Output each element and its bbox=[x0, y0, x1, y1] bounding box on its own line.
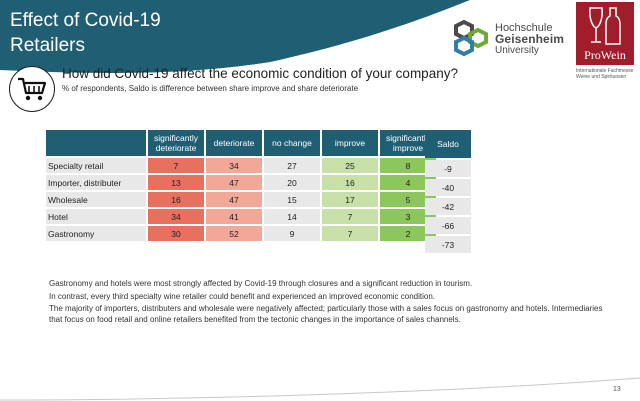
table-cell: 47 bbox=[206, 175, 262, 190]
col-header-significantly-deteriorate: significantly deteriorate bbox=[148, 130, 204, 156]
table-cell: 20 bbox=[264, 175, 320, 190]
saldo-cell: -66 bbox=[425, 217, 471, 234]
saldo-row: -42 bbox=[425, 198, 471, 215]
saldo-cell: -40 bbox=[425, 179, 471, 196]
table-cell: 41 bbox=[206, 209, 262, 224]
results-table: significantly deteriorate deteriorate no… bbox=[44, 128, 438, 243]
table-cell: 30 bbox=[148, 226, 204, 241]
table-cell: 13 bbox=[148, 175, 204, 190]
table-row: Gastronomy 30 52 9 7 2 bbox=[46, 226, 436, 241]
col-header-no-change: no change bbox=[264, 130, 320, 156]
table-cell: 16 bbox=[148, 192, 204, 207]
table-row: Wholesale 16 47 15 17 5 bbox=[46, 192, 436, 207]
summary-paragraph-2: In contrast, every third specialty wine … bbox=[49, 291, 435, 301]
shopping-cart-icon bbox=[9, 66, 55, 112]
saldo-cell: -42 bbox=[425, 198, 471, 215]
hochschule-logo-line2: Geisenheim bbox=[495, 32, 565, 46]
row-label: Specialty retail bbox=[46, 158, 146, 173]
table-cell: 34 bbox=[206, 158, 262, 173]
saldo-cell: -73 bbox=[425, 236, 471, 253]
table-cell: 47 bbox=[206, 192, 262, 207]
saldo-header-row: Saldo bbox=[425, 130, 471, 158]
page-title: Effect of Covid-19 Retailers bbox=[10, 8, 161, 58]
wine-glass-icon bbox=[589, 7, 621, 45]
question-title: How did Covid-19 affect the economic con… bbox=[62, 66, 458, 81]
hochschule-logo-line3: University bbox=[495, 45, 539, 56]
table-cell: 14 bbox=[264, 209, 320, 224]
table-cell: 34 bbox=[148, 209, 204, 224]
banner-shape bbox=[0, 0, 470, 73]
saldo-cell: -9 bbox=[425, 160, 471, 177]
saldo-row: -66 bbox=[425, 217, 471, 234]
table-cell: 52 bbox=[206, 226, 262, 241]
row-label: Hotel bbox=[46, 209, 146, 224]
hochschule-logo-line1: Hochschule bbox=[495, 22, 553, 34]
saldo-row: -40 bbox=[425, 179, 471, 196]
hochschule-logo-mark bbox=[452, 18, 562, 66]
row-label: Wholesale bbox=[46, 192, 146, 207]
table-row: Specialty retail 7 34 27 25 8 bbox=[46, 158, 436, 173]
page-number: 13 bbox=[613, 386, 621, 393]
col-header-improve: improve bbox=[322, 130, 378, 156]
table-cell: 7 bbox=[322, 209, 378, 224]
question-subtitle: % of respondents, Saldo is difference be… bbox=[62, 84, 359, 93]
table-cell: 17 bbox=[322, 192, 378, 207]
header-banner: Effect of Covid-19 Retailers bbox=[0, 0, 640, 80]
prowein-logo-name: ProWein bbox=[584, 48, 626, 62]
table-cell: 27 bbox=[264, 158, 320, 173]
summary-paragraph-1: Gastronomy and hotels were most strongly… bbox=[49, 279, 473, 288]
table-cell: 7 bbox=[148, 158, 204, 173]
table-cell: 3 bbox=[380, 209, 436, 224]
table-cell: 7 bbox=[322, 226, 378, 241]
footer-curve bbox=[0, 377, 640, 401]
table-cell: 25 bbox=[322, 158, 378, 173]
table-cell: 9 bbox=[264, 226, 320, 241]
prowein-logo: ProWein bbox=[576, 2, 634, 65]
col-header-deteriorate: deteriorate bbox=[206, 130, 262, 156]
table-cell: 5 bbox=[380, 192, 436, 207]
summary-paragraph-3: The majority of importers, distributers … bbox=[49, 304, 603, 324]
page-title-line1: Effect of Covid-19 bbox=[10, 10, 161, 31]
table-cell: 4 bbox=[380, 175, 436, 190]
saldo-row: -9 bbox=[425, 160, 471, 177]
prowein-logo-subtitle: Internationale Fachmesse Weine und Spiri… bbox=[576, 68, 634, 80]
saldo-row: -73 bbox=[425, 236, 471, 253]
row-label-header bbox=[46, 130, 146, 156]
saldo-header: Saldo bbox=[425, 130, 471, 158]
saldo-table: Saldo -9 -40 -42 -66 -73 bbox=[423, 128, 473, 255]
page-title-line2: Retailers bbox=[10, 35, 85, 56]
row-label: Gastronomy bbox=[46, 226, 146, 241]
table-row: Hotel 34 41 14 7 3 bbox=[46, 209, 436, 224]
row-label: Importer, distributer bbox=[46, 175, 146, 190]
table-cell: 8 bbox=[380, 158, 436, 173]
summary-text: Gastronomy and hotels were most strongly… bbox=[49, 279, 609, 327]
table-cell: 2 bbox=[380, 226, 436, 241]
table-cell: 16 bbox=[322, 175, 378, 190]
table-row: Importer, distributer 13 47 20 16 4 bbox=[46, 175, 436, 190]
table-cell: 15 bbox=[264, 192, 320, 207]
table-header-row: significantly deteriorate deteriorate no… bbox=[46, 130, 436, 156]
hochschule-logo: Hochschule Geisenheim University bbox=[495, 22, 565, 57]
